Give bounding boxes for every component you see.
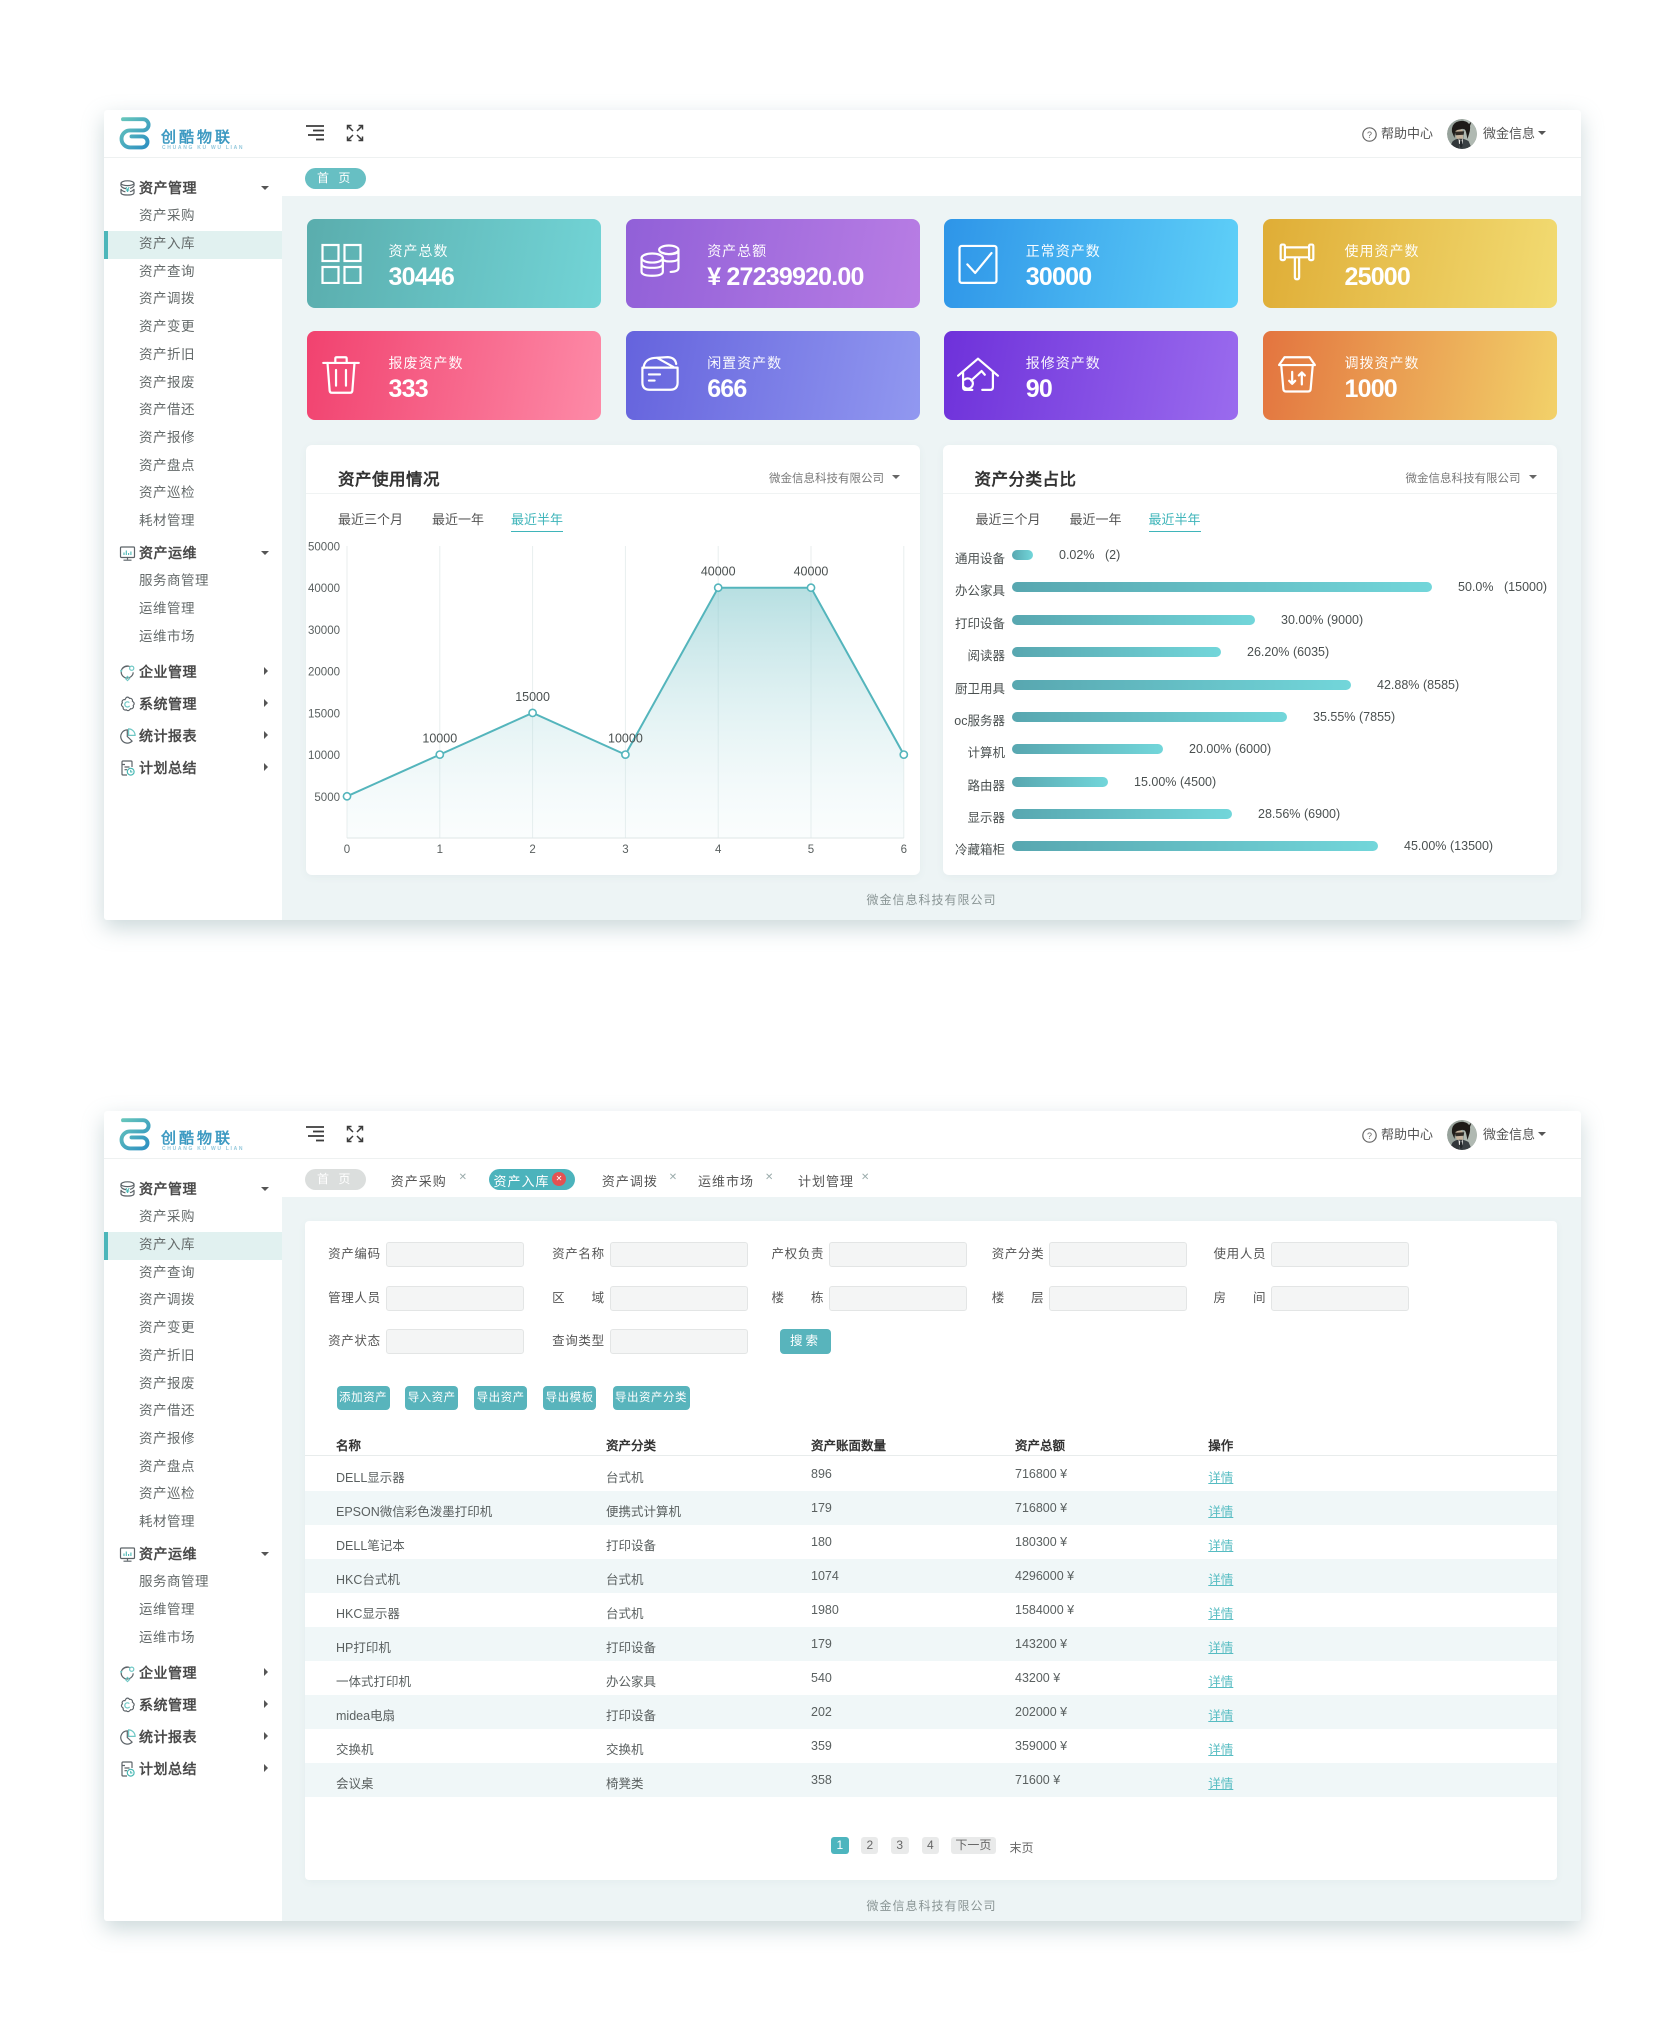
svg-text:15000: 15000 — [515, 690, 550, 704]
svg-text:1: 1 — [437, 844, 443, 856]
svg-text:40000: 40000 — [794, 565, 829, 579]
svg-text:4: 4 — [715, 844, 722, 856]
svg-text:0: 0 — [344, 844, 350, 856]
svg-text:15000: 15000 — [308, 708, 340, 720]
svg-text:20000: 20000 — [308, 667, 340, 679]
svg-text:3: 3 — [622, 844, 628, 856]
svg-text:5: 5 — [808, 844, 814, 856]
svg-text:?: ? — [1367, 1131, 1372, 1141]
svg-text:¥: ¥ — [126, 185, 131, 194]
svg-text:5000: 5000 — [314, 792, 340, 804]
svg-text:?: ? — [1367, 130, 1372, 140]
svg-text:6: 6 — [901, 844, 907, 856]
svg-text:2: 2 — [529, 844, 535, 856]
svg-text:10000: 10000 — [308, 750, 340, 762]
svg-text:50000: 50000 — [308, 542, 340, 554]
svg-text:10000: 10000 — [608, 732, 643, 746]
svg-text:10000: 10000 — [422, 732, 457, 746]
svg-text:30000: 30000 — [308, 625, 340, 637]
svg-text:¥: ¥ — [126, 1186, 131, 1195]
svg-text:40000: 40000 — [308, 583, 340, 595]
svg-text:40000: 40000 — [701, 565, 736, 579]
